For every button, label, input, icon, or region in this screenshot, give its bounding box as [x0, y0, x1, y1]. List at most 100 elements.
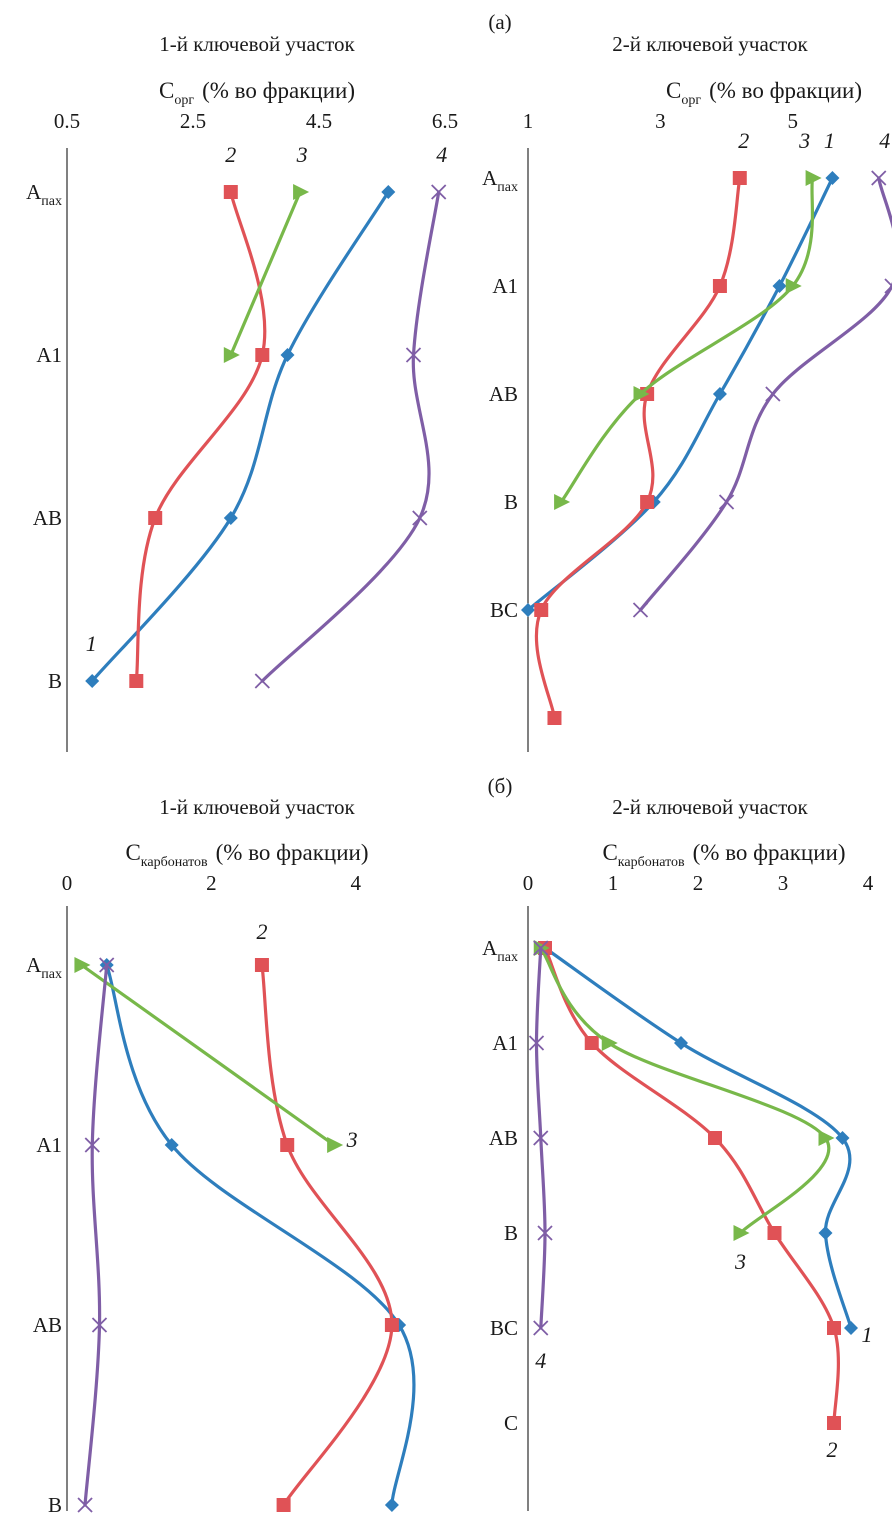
- series-label-2: 2: [827, 1437, 838, 1462]
- data-point-series-1: [825, 171, 840, 185]
- cross-stroke: [77, 1497, 93, 1513]
- horizon-label: В: [504, 1221, 518, 1245]
- series-line-3: [79, 963, 336, 1147]
- x-tick-label: 4.5: [306, 109, 332, 133]
- x-axis-label-sub: орг: [174, 93, 194, 108]
- data-point-series-4: [77, 1497, 93, 1513]
- data-point-series-3: [733, 1225, 750, 1241]
- data-point-series-2: [129, 674, 144, 688]
- series-label-3: 3: [798, 128, 810, 153]
- chart-title: 1-й ключевой участок: [159, 795, 355, 819]
- series-line-1: [543, 946, 853, 1330]
- horizon-label: Апах: [26, 953, 62, 982]
- horizon-label-main: АВ: [33, 1313, 62, 1337]
- series-2: 2: [534, 128, 749, 725]
- data-point-series-4: [884, 278, 892, 294]
- data-point-series-4: [718, 494, 735, 510]
- x-axis-label-main: С: [125, 840, 140, 865]
- data-point-series-2: [280, 1138, 295, 1152]
- data-point-series-1: [844, 1321, 858, 1335]
- horizon-label-main: АВ: [489, 1126, 518, 1150]
- horizon-label: С: [504, 1411, 518, 1435]
- horizon-label-sub: пах: [41, 967, 62, 982]
- series-label-3: 3: [734, 1249, 746, 1274]
- data-point-series-3: [223, 347, 240, 363]
- data-point-series-4: [99, 957, 115, 973]
- horizon-label-main: ВС: [490, 1316, 518, 1340]
- horizon-label-sub: пах: [41, 194, 62, 209]
- horizon-label: Апах: [482, 166, 518, 195]
- x-axis-label-sub: карбонатов: [618, 855, 685, 870]
- cross-stroke: [632, 602, 649, 618]
- panel-b-label: (б): [488, 774, 513, 798]
- series-1: 1: [99, 958, 416, 1512]
- data-point-series-4: [431, 184, 447, 200]
- x-tick-label: 3: [778, 871, 789, 895]
- x-tick-label: 2.5: [180, 109, 206, 133]
- cross-stroke: [718, 494, 735, 510]
- x-axis-label: Скарбонатов (% во фракции): [602, 840, 845, 870]
- x-axis-label-rest: (% во фракции): [216, 840, 369, 865]
- data-point-series-3: [554, 494, 571, 510]
- x-axis-label: Сорг (% во фракции): [666, 78, 862, 108]
- data-point-series-4: [528, 1035, 545, 1051]
- data-point-series-4: [84, 1137, 100, 1153]
- horizon-label: А1: [36, 1133, 62, 1157]
- series-line-3: [539, 946, 831, 1235]
- cross-stroke: [765, 386, 781, 402]
- data-point-series-1: [712, 387, 727, 401]
- data-point-series-4: [537, 1225, 553, 1241]
- horizon-label: А1: [492, 274, 518, 298]
- horizon-label-main: А: [26, 953, 42, 977]
- series-4: 4: [632, 128, 892, 618]
- data-point-series-1: [835, 1131, 850, 1145]
- chart-top-right: 2-й ключевой участок Сорг (% во фракции) …: [482, 32, 892, 752]
- data-point-series-3: [633, 386, 650, 402]
- series-3: 3: [74, 957, 358, 1153]
- data-point-series-2: [584, 1036, 599, 1050]
- horizon-label-main: В: [504, 490, 518, 514]
- data-point-series-3: [327, 1137, 344, 1153]
- data-point-series-2: [255, 348, 270, 362]
- horizon-label: Апах: [482, 936, 518, 965]
- horizon-label-main: В: [48, 1493, 62, 1514]
- data-point-series-3: [293, 184, 310, 200]
- series-label-1: 1: [862, 1322, 873, 1347]
- series-label-3: 3: [346, 1127, 358, 1152]
- cross-stroke: [871, 170, 887, 186]
- series-line-3: [229, 190, 302, 357]
- horizon-label-main: А: [482, 936, 498, 960]
- horizon-label-main: АВ: [33, 506, 62, 530]
- data-point-series-4: [254, 673, 270, 689]
- data-point-series-1: [164, 1138, 179, 1152]
- horizon-label: АВ: [33, 1313, 62, 1337]
- data-point-series-1: [772, 279, 787, 293]
- horizon-label-main: ВС: [490, 598, 518, 622]
- x-tick-label: 5: [787, 109, 798, 133]
- data-point-series-3: [601, 1035, 618, 1051]
- data-point-series-1: [818, 1226, 833, 1240]
- horizon-label: АВ: [489, 1126, 518, 1150]
- horizon-label: ВС: [490, 598, 518, 622]
- panel-a-label: (а): [488, 10, 511, 34]
- series-label-4: 4: [879, 128, 890, 153]
- cross-stroke: [533, 1130, 549, 1146]
- data-point-series-4: [765, 386, 781, 402]
- x-tick-label: 0: [523, 871, 534, 895]
- cross-stroke: [533, 1320, 549, 1336]
- series-4: 4: [77, 957, 115, 1513]
- x-tick-label: 0: [62, 871, 73, 895]
- data-point-series-1: [223, 511, 238, 525]
- data-point-series-2: [640, 495, 655, 509]
- x-axis-label-main: С: [602, 840, 617, 865]
- chart-title: 2-й ключевой участок: [612, 32, 808, 56]
- series-label-1: 1: [824, 128, 835, 153]
- data-point-series-2: [254, 958, 269, 972]
- data-point-series-3: [805, 170, 822, 186]
- svg-text:Скарбонатов(% во фракции): Скарбонатов (% во фракции): [602, 840, 845, 870]
- x-tick-label: 1: [523, 109, 534, 133]
- series-line-2: [134, 190, 267, 683]
- x-axis-label-main: С: [666, 78, 681, 103]
- series-line-1: [526, 176, 835, 612]
- data-point-series-2: [767, 1226, 782, 1240]
